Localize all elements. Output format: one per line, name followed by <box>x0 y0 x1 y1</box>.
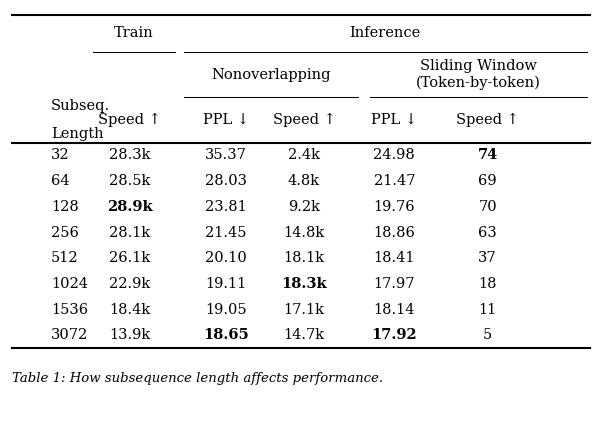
Text: PPL ↓: PPL ↓ <box>371 113 417 127</box>
Text: 3072: 3072 <box>51 328 88 342</box>
Text: 70: 70 <box>479 200 497 214</box>
Text: 11: 11 <box>479 303 497 317</box>
Text: 28.1k: 28.1k <box>109 226 150 239</box>
Text: 13.9k: 13.9k <box>109 328 150 342</box>
Text: Subseq.: Subseq. <box>51 99 110 113</box>
Text: 28.5k: 28.5k <box>109 174 150 188</box>
Text: 22.9k: 22.9k <box>109 277 150 291</box>
Text: Length: Length <box>51 127 104 141</box>
Text: 23.81: 23.81 <box>205 200 247 214</box>
Text: 74: 74 <box>477 149 498 162</box>
Text: 18.86: 18.86 <box>373 226 415 239</box>
Text: 19.11: 19.11 <box>205 277 246 291</box>
Text: 256: 256 <box>51 226 79 239</box>
Text: Train: Train <box>114 26 154 41</box>
Text: 4.8k: 4.8k <box>288 174 320 188</box>
Text: 18: 18 <box>479 277 497 291</box>
Text: 1536: 1536 <box>51 303 88 317</box>
Text: 28.9k: 28.9k <box>107 200 152 214</box>
Text: 14.8k: 14.8k <box>284 226 324 239</box>
Text: 1024: 1024 <box>51 277 88 291</box>
Text: 18.4k: 18.4k <box>109 303 150 317</box>
Text: 35.37: 35.37 <box>205 149 247 162</box>
Text: 5: 5 <box>483 328 492 342</box>
Text: 18.14: 18.14 <box>374 303 415 317</box>
Text: 64: 64 <box>51 174 70 188</box>
Text: Speed ↑: Speed ↑ <box>98 113 161 127</box>
Text: PPL ↓: PPL ↓ <box>203 113 249 127</box>
Text: 14.7k: 14.7k <box>284 328 324 342</box>
Text: 63: 63 <box>478 226 497 239</box>
Text: Nonoverlapping: Nonoverlapping <box>211 67 330 82</box>
Text: 32: 32 <box>51 149 70 162</box>
Text: Speed ↑: Speed ↑ <box>456 113 519 127</box>
Text: 21.47: 21.47 <box>374 174 415 188</box>
Text: 17.97: 17.97 <box>374 277 415 291</box>
Text: Speed ↑: Speed ↑ <box>273 113 335 127</box>
Text: 24.98: 24.98 <box>373 149 415 162</box>
Text: 9.2k: 9.2k <box>288 200 320 214</box>
Text: 18.1k: 18.1k <box>284 251 324 265</box>
Text: 37: 37 <box>479 251 497 265</box>
Text: 20.10: 20.10 <box>205 251 247 265</box>
Text: 18.3k: 18.3k <box>281 277 327 291</box>
Text: 18.41: 18.41 <box>374 251 415 265</box>
Text: 17.92: 17.92 <box>371 328 417 342</box>
Text: 128: 128 <box>51 200 79 214</box>
Text: 19.76: 19.76 <box>373 200 415 214</box>
Text: 512: 512 <box>51 251 79 265</box>
Text: 26.1k: 26.1k <box>109 251 150 265</box>
Text: 28.03: 28.03 <box>205 174 247 188</box>
Text: 19.05: 19.05 <box>205 303 247 317</box>
Text: 2.4k: 2.4k <box>288 149 320 162</box>
Text: 69: 69 <box>479 174 497 188</box>
Text: Inference: Inference <box>350 26 421 41</box>
Text: 28.3k: 28.3k <box>109 149 150 162</box>
Text: 21.45: 21.45 <box>205 226 246 239</box>
Text: Sliding Window
(Token-by-token): Sliding Window (Token-by-token) <box>416 59 541 90</box>
Text: 18.65: 18.65 <box>203 328 249 342</box>
Text: Table 1: How subsequence length affects performance.: Table 1: How subsequence length affects … <box>12 372 383 385</box>
Text: 17.1k: 17.1k <box>284 303 324 317</box>
